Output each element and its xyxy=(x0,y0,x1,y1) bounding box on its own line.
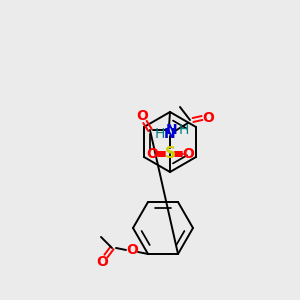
Text: O: O xyxy=(182,147,194,161)
Text: H: H xyxy=(155,127,165,141)
Text: O: O xyxy=(136,109,148,123)
Text: N: N xyxy=(166,123,178,137)
Text: O: O xyxy=(126,243,138,257)
Text: O: O xyxy=(202,111,214,125)
Text: H: H xyxy=(179,123,189,137)
Text: S: S xyxy=(164,146,175,161)
Text: N: N xyxy=(164,127,176,141)
Text: O: O xyxy=(146,147,158,161)
Text: O: O xyxy=(96,255,108,269)
